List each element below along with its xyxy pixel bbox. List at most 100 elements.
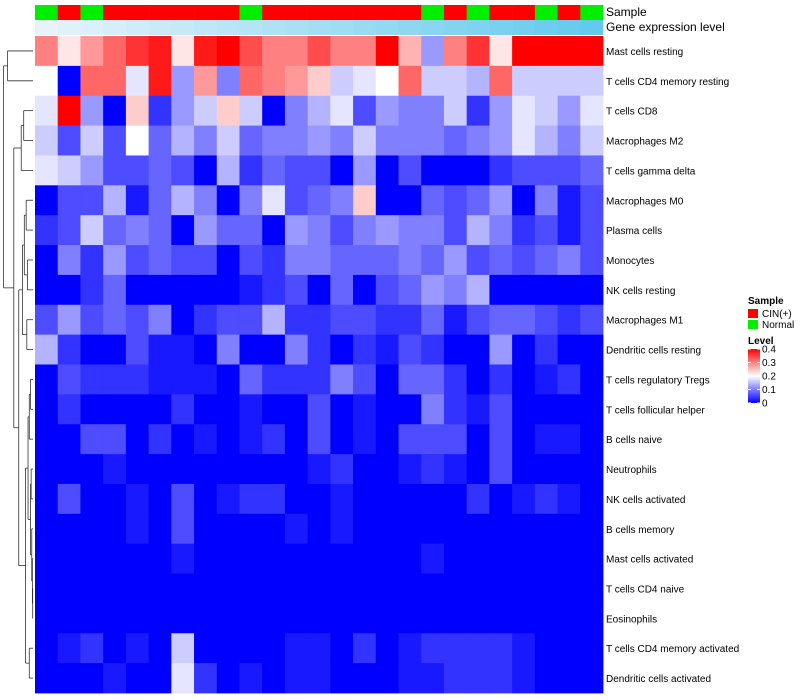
expression-annotation-cell xyxy=(35,20,59,35)
heatmap-cell xyxy=(262,663,286,694)
row-label: Macrophages M2 xyxy=(606,137,684,148)
heatmap-cell xyxy=(57,573,81,604)
expression-annotation-cell xyxy=(307,20,331,35)
heatmap-cell xyxy=(398,334,422,365)
heatmap-cell xyxy=(466,185,490,216)
heatmap-cell xyxy=(194,424,218,455)
heatmap-cell xyxy=(284,424,309,455)
heatmap-cell xyxy=(489,633,513,664)
heatmap-cell xyxy=(443,304,468,336)
heatmap-cell xyxy=(330,573,354,604)
sample-annotation-cell xyxy=(284,5,308,20)
heatmap-cell xyxy=(284,603,309,634)
heatmap-cell xyxy=(330,394,354,425)
sample-annotation-cell xyxy=(80,5,104,20)
heatmap-cell xyxy=(80,364,104,395)
heatmap-cell xyxy=(148,155,172,186)
heatmap-cell xyxy=(512,274,536,306)
heatmap-cell xyxy=(125,633,149,664)
heatmap-cell xyxy=(103,65,127,97)
heatmap-cell xyxy=(466,65,490,97)
heatmap-cell xyxy=(421,454,445,485)
heatmap-cell xyxy=(466,454,490,485)
heatmap-cell xyxy=(398,245,422,276)
heatmap-cell xyxy=(512,215,536,246)
heatmap-cell xyxy=(35,454,59,485)
heatmap-cell xyxy=(80,543,104,574)
heatmap-cell xyxy=(284,663,309,694)
heatmap-cell xyxy=(148,334,172,365)
row-label: Dendritic cells activated xyxy=(606,674,711,685)
heatmap-cell xyxy=(35,185,59,216)
heatmap-cell xyxy=(239,334,263,365)
heatmap-cell xyxy=(148,424,172,455)
heatmap-cell xyxy=(353,513,377,545)
heatmap-cell xyxy=(580,454,604,485)
heatmap-cell xyxy=(57,543,81,574)
heatmap-cell xyxy=(443,573,468,604)
expression-annotation-cell xyxy=(330,20,354,35)
heatmap-cell xyxy=(330,125,354,156)
heatmap-cell xyxy=(262,334,286,365)
heatmap-cell xyxy=(512,394,536,425)
heatmap-cell xyxy=(148,543,172,574)
heatmap-cell xyxy=(534,185,558,216)
heatmap-cell xyxy=(398,573,422,604)
heatmap-cell xyxy=(466,603,490,634)
heatmap-cell xyxy=(466,274,490,306)
heatmap-cell xyxy=(307,513,331,545)
heatmap-cell xyxy=(512,633,536,664)
heatmap-cell xyxy=(307,394,331,425)
heatmap-cell xyxy=(171,65,195,97)
heatmap-cell xyxy=(466,215,490,246)
heatmap-cell xyxy=(194,454,218,485)
heatmap-cell xyxy=(512,185,536,216)
heatmap-cell xyxy=(284,185,309,216)
heatmap-cell xyxy=(239,394,263,425)
heatmap-cell xyxy=(35,364,59,395)
heatmap-cell xyxy=(512,483,536,515)
heatmap-cell xyxy=(216,633,240,664)
heatmap-cell xyxy=(103,633,127,664)
sample-annotation-cell xyxy=(466,5,490,20)
heatmap-cell xyxy=(171,573,195,604)
heatmap-cell xyxy=(239,364,263,395)
heatmap-cell xyxy=(353,334,377,365)
heatmap-cell xyxy=(284,513,309,545)
heatmap-cell xyxy=(171,95,195,126)
heatmap-cell xyxy=(262,543,286,574)
heatmap-cell xyxy=(512,304,536,336)
heatmap-cell xyxy=(57,125,81,156)
heatmap-cell xyxy=(330,245,354,276)
sample-annotation-cell xyxy=(57,5,81,20)
heatmap-cell xyxy=(216,95,240,126)
heatmap-cell xyxy=(35,394,59,425)
heatmap-cell xyxy=(307,334,331,365)
heatmap-cell xyxy=(57,36,81,67)
heatmap-cell xyxy=(443,185,468,216)
heatmap-cell xyxy=(580,185,604,216)
heatmap-cell xyxy=(580,125,604,156)
heatmap-cell xyxy=(557,513,581,545)
heatmap-cell xyxy=(489,215,513,246)
heatmap-cell xyxy=(557,215,581,246)
heatmap-cell xyxy=(284,36,309,67)
heatmap-cell xyxy=(125,36,149,67)
heatmap-cell xyxy=(57,245,81,276)
heatmap-cell xyxy=(307,603,331,634)
heatmap-cell xyxy=(216,185,240,216)
heatmap-cell xyxy=(307,95,331,126)
heatmap-cell xyxy=(103,424,127,455)
heatmap-cell xyxy=(35,633,59,664)
heatmap-cell xyxy=(353,394,377,425)
heatmap-cell xyxy=(284,65,309,97)
heatmap-cell xyxy=(171,483,195,515)
heatmap-cell xyxy=(421,573,445,604)
sample-annotation-cell xyxy=(262,5,286,20)
heatmap-cell xyxy=(80,155,104,186)
heatmap-cell xyxy=(512,454,536,485)
heatmap-cell xyxy=(512,125,536,156)
heatmap-cell xyxy=(353,245,377,276)
sample-annotation-cell xyxy=(216,5,240,20)
heatmap-cell xyxy=(307,633,331,664)
